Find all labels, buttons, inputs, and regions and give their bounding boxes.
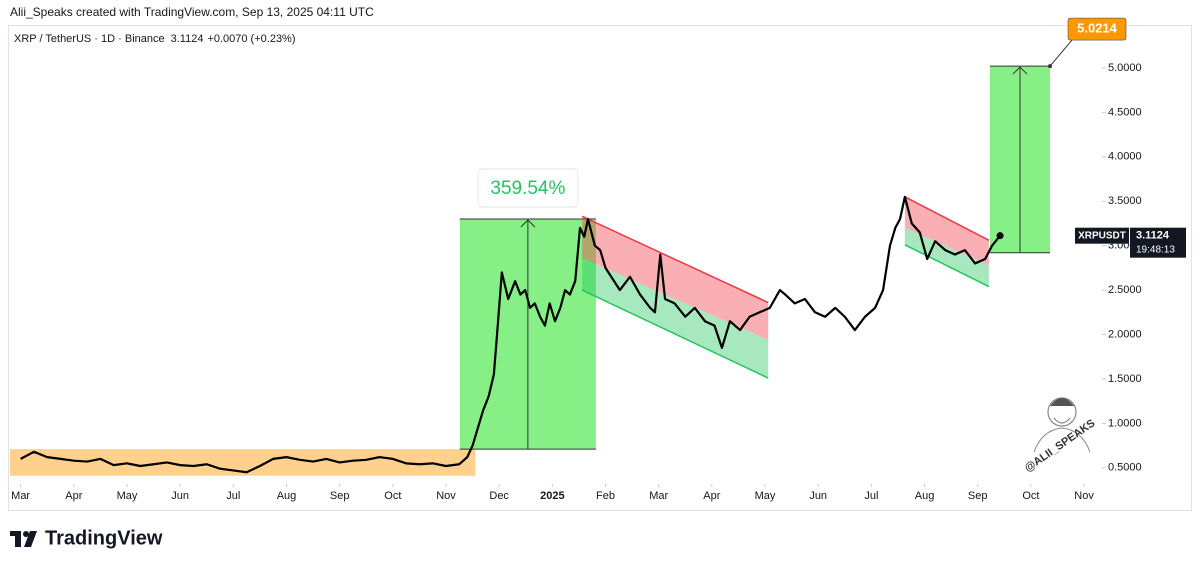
measure-arrowhead [520,219,536,228]
channel-lower-line [904,244,990,288]
y-tick-label: 1.5000 [1108,373,1142,385]
callout-label: 5.0214 [1077,21,1118,36]
x-tick-label: May [755,490,776,502]
x-tick-label: Apr [65,490,82,502]
callout-line [1049,39,1073,67]
measure-arrowhead [1012,66,1028,75]
plot: 0.50001.00001.50002.00002.50003.00003.50… [10,17,1142,502]
ticker-tag [1075,227,1129,244]
last-point [996,232,1004,240]
channel-lower-line [581,289,769,379]
footer-logo: TradingView [45,527,163,549]
x-tick-label: Nov [436,490,456,502]
x-tick-label: Mar [649,490,668,502]
x-tick-label: Jul [864,490,878,502]
y-tick-label: 2.5000 [1108,284,1142,296]
y-tick-label: 2.0000 [1108,328,1142,340]
measure-label-box [477,168,579,208]
price-line [20,195,1001,474]
x-tick-label: Oct [384,490,401,502]
callout-box [1067,17,1127,41]
y-tick-label: 0.5000 [1108,462,1142,474]
x-tick-label: Oct [1022,490,1039,502]
price-tag-label: 3.1124 [1136,230,1170,242]
legend: XRP / TetherUS · 1D · Binance 3.1124 +0.00… [14,33,296,45]
x-tick-label: Jul [226,490,240,502]
tradingview-logo-icon [10,531,37,547]
price-tag [1130,227,1186,258]
x-tick-label: Mar [11,490,30,502]
y-tick-label: 4.5000 [1108,106,1142,118]
x-tick-label: Nov [1074,490,1094,502]
x-tick-label: Apr [703,490,720,502]
symbol: XRP / TetherUS · 1D · Binance [14,33,165,45]
ticker-tag-label: XRPUSDT [1078,230,1126,241]
x-tick-label: Sep [968,490,988,502]
x-tick-label: May [117,490,138,502]
y-tick-label: 5.0000 [1108,62,1142,74]
chart-frame [8,25,1192,511]
channel-upper-line [904,196,990,242]
channel-upper-line [581,215,769,304]
x-tick-label: Aug [915,490,935,502]
x-tick-label: Jun [809,490,827,502]
change: +0.0070 (+0.23%) [207,33,295,45]
channel-lower-fill [904,227,989,287]
x-tick-label: Jun [171,490,189,502]
channel-upper-fill [904,196,989,266]
measure-label: 359.54% [490,178,565,199]
countdown-label: 19:48:13 [1136,244,1175,255]
channel-upper-fill [582,216,769,340]
watermark-portrait [1033,397,1091,453]
x-tick-label: Dec [489,490,509,502]
x-tick-label: Sep [330,490,350,502]
y-tick-label: 4.0000 [1108,151,1142,163]
last-price: 3.1124 [171,33,204,45]
x-tick-label: Aug [277,490,297,502]
x-tick-label: 2025 [540,490,564,502]
header-title: Alii_Speaks created with TradingView.com… [10,5,374,19]
callout-dot [1048,64,1053,69]
y-tick-label: 1.0000 [1108,417,1142,429]
x-tick-label: Feb [596,490,615,502]
y-tick-label: 3.5000 [1108,195,1142,207]
